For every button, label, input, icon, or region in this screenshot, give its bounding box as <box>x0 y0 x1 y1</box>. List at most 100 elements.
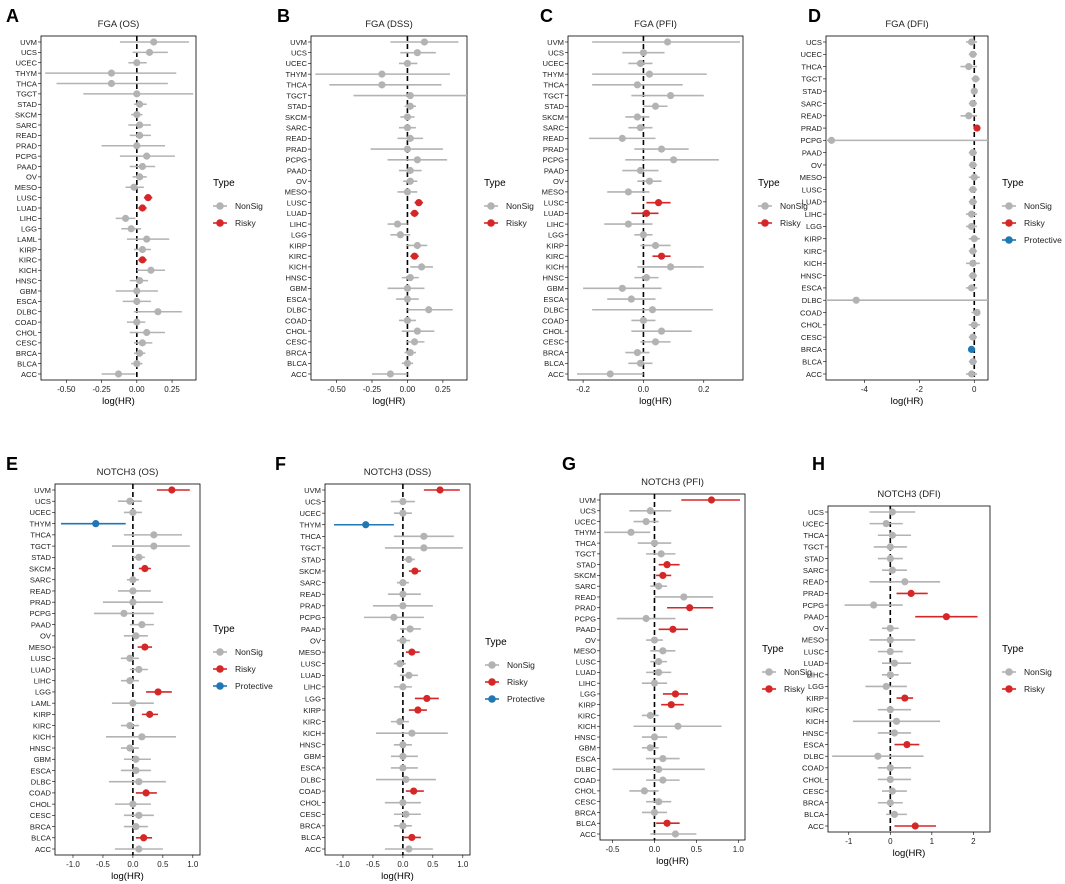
y-tick-label: HNSC <box>299 741 321 750</box>
y-tick-label: KIRC <box>578 711 597 720</box>
hr-point-thym <box>645 70 654 78</box>
y-tick-label: DLBC <box>802 296 823 305</box>
hr-point-luad <box>655 668 663 676</box>
hr-point-acc <box>671 830 680 838</box>
hr-point-pcpg <box>143 152 151 160</box>
y-tick-label: TGCT <box>575 550 596 559</box>
x-axis-label: log(HR) <box>639 396 672 407</box>
hr-point-laml <box>129 699 137 707</box>
y-tick-label: BRCA <box>286 348 308 357</box>
hr-point-tgct <box>420 544 428 552</box>
y-tick-label: KICH <box>546 263 564 272</box>
y-tick-label: READ <box>803 578 825 587</box>
hr-point-cesc <box>402 810 410 818</box>
y-tick-label: ESCA <box>803 740 825 749</box>
hr-point-brca <box>399 822 407 830</box>
y-tick-label: READ <box>543 134 565 143</box>
y-tick-label: SKCM <box>574 571 596 580</box>
legend-key-point <box>216 682 224 690</box>
hr-point-prad <box>907 589 915 598</box>
hr-point-brca <box>406 348 414 357</box>
legend-key-point <box>1005 668 1013 676</box>
hr-point-pcpg <box>120 609 128 618</box>
hr-point-ucs <box>126 497 134 505</box>
hr-point-ucs <box>413 49 421 57</box>
hr-point-blca <box>133 360 141 368</box>
x-tick-label: 0.0 <box>649 845 661 854</box>
y-tick-label: COAD <box>800 308 822 317</box>
hr-point-chol <box>657 327 666 335</box>
x-axis-label: log(HR) <box>111 871 144 882</box>
y-tick-label: THYM <box>542 70 564 79</box>
hr-point-hnsc <box>642 274 651 282</box>
x-tick-label: 0.00 <box>400 385 416 394</box>
hr-point-dlbc <box>852 296 860 304</box>
x-tick-label: 2 <box>971 837 976 846</box>
hr-point-skcm <box>403 113 412 121</box>
hr-point-coad <box>142 789 150 797</box>
hr-point-ov <box>650 636 659 644</box>
hr-point-ucec <box>399 509 407 517</box>
y-tick-label: UVM <box>20 38 37 47</box>
hr-point-luad <box>405 671 413 679</box>
hr-point-cesc <box>135 811 143 819</box>
y-tick-label: LIHC <box>290 220 308 229</box>
hr-point-uvm <box>168 486 176 494</box>
y-tick-label: CHOL <box>300 798 321 807</box>
x-tick-label: -0.25 <box>363 385 382 394</box>
hr-point-coad <box>403 316 412 325</box>
x-axis-label: log(HR) <box>891 396 924 407</box>
hr-point-ov <box>645 177 654 185</box>
hr-point-thca <box>633 81 641 89</box>
x-tick-label: 1.0 <box>457 860 469 869</box>
legend-title: Type <box>1002 178 1024 189</box>
y-tick-label: OV <box>310 636 322 645</box>
y-tick-label: PCPG <box>15 152 37 161</box>
legend-title: Type <box>484 178 506 189</box>
hr-point-kich <box>892 717 901 725</box>
y-tick-label: PRAD <box>575 604 597 613</box>
hr-point-prad <box>129 598 137 606</box>
hr-point-kirc <box>410 252 419 260</box>
hr-point-lusc <box>886 647 894 656</box>
x-tick-label: 1.0 <box>187 860 199 869</box>
y-tick-label: MESO <box>574 647 596 656</box>
y-tick-label: LIHC <box>807 671 825 680</box>
hr-point-brca <box>967 345 976 354</box>
y-tick-label: SARC <box>16 121 38 130</box>
legend-key-point <box>487 219 495 227</box>
y-tick-label: CESC <box>801 333 823 342</box>
hr-point-hnsc <box>969 272 977 280</box>
hr-point-cesc <box>969 333 977 341</box>
hr-point-tgct <box>150 542 158 550</box>
hr-point-esca <box>132 766 140 775</box>
hr-point-paad <box>669 625 677 633</box>
y-tick-label: BRCA <box>30 822 52 831</box>
hr-point-kirc <box>126 721 134 730</box>
y-tick-label: UCS <box>580 507 596 516</box>
y-tick-label: UCS <box>548 49 564 58</box>
y-tick-label: DLBC <box>576 765 597 774</box>
y-tick-label: ACC <box>291 370 308 379</box>
hr-point-lihc <box>967 210 976 218</box>
legend-key-point <box>488 695 496 703</box>
hr-point-pcpg <box>413 156 421 164</box>
y-tick-label: READ <box>300 590 322 599</box>
x-axis-label: log(HR) <box>373 396 406 407</box>
hr-point-lusc <box>126 654 134 662</box>
legend-label-nonsig: NonSig <box>784 667 812 677</box>
y-tick-label: COAD <box>802 764 824 773</box>
y-tick-label: GBM <box>20 287 37 296</box>
hr-point-uvm <box>150 38 158 46</box>
hr-point-lihc <box>399 683 407 691</box>
y-tick-label: MESO <box>285 188 307 197</box>
x-tick-label: -0.2 <box>576 385 590 394</box>
hr-point-lusc <box>396 660 404 668</box>
y-tick-label: STAD <box>544 102 564 111</box>
hr-point-lihc <box>393 220 402 228</box>
hr-point-read <box>901 578 909 586</box>
legend-key-point <box>1005 236 1013 244</box>
y-tick-label: DLBC <box>301 775 322 784</box>
hr-point-brca <box>650 808 659 817</box>
hr-point-cesc <box>651 338 660 346</box>
